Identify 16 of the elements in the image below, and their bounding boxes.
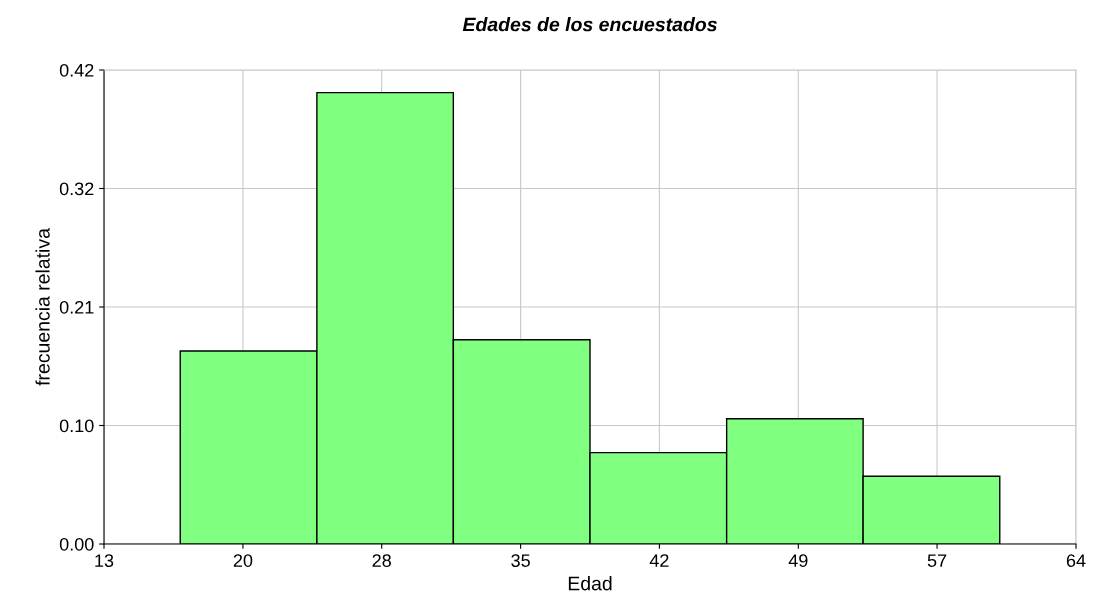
x-tick-label: 13 [95,554,114,567]
y-tick-label: 0.21 [59,300,94,314]
x-tick-label: 49 [788,554,808,567]
x-tick-label: 20 [233,554,253,567]
y-tick-label: 0.32 [59,182,94,196]
chart-title: Edades de los encuestados [462,17,717,32]
x-tick-label: 28 [372,554,391,567]
x-tick-label: 35 [511,554,530,567]
y-tick-label: 0.42 [59,63,94,77]
x-tick-label: 42 [649,554,669,567]
y-tick-label: 0.00 [59,537,94,551]
x-tick-label: 64 [1066,554,1086,567]
y-tick-label: 0.10 [59,419,94,433]
x-axis-title: Edad [568,576,612,591]
y-axis-title: frecuencia relativa [35,228,50,386]
x-tick-label: 57 [927,554,947,567]
